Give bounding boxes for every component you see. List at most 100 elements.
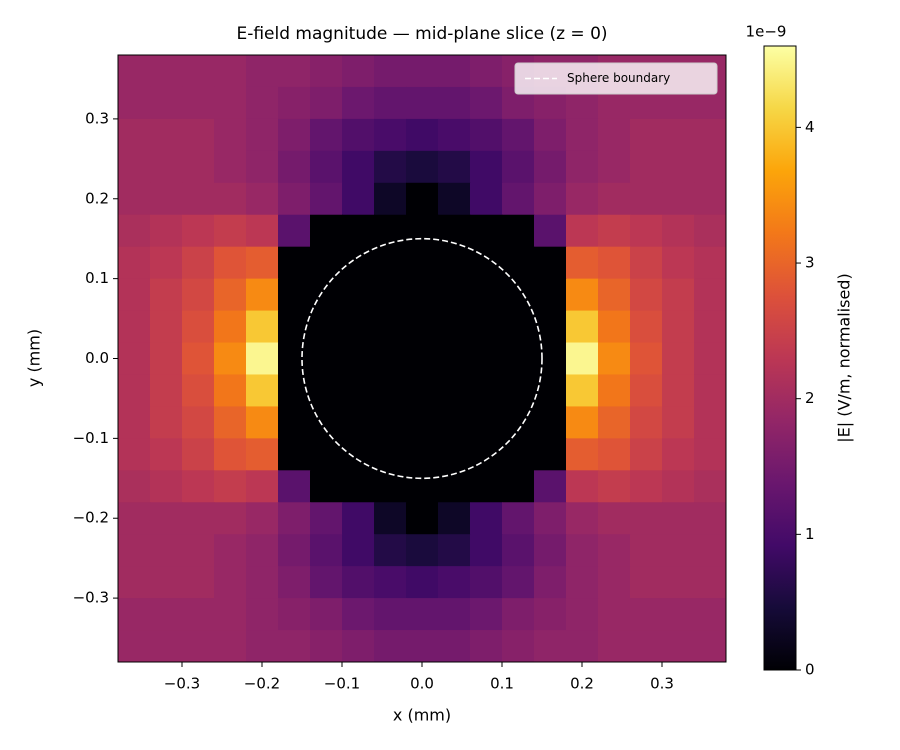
heatmap-cell (502, 502, 535, 535)
heatmap-cell (214, 406, 247, 439)
heatmap-cell (310, 86, 343, 120)
heatmap-cell (214, 118, 247, 152)
heatmap-cell (214, 342, 247, 376)
colorbar-tick-label: 0 (805, 661, 815, 679)
heatmap-cell (246, 214, 279, 248)
heatmap-cell (150, 118, 183, 152)
heatmap-cell (470, 374, 503, 408)
heatmap-cell (278, 566, 311, 599)
heatmap-cell (214, 534, 247, 567)
heatmap-cell (694, 470, 726, 503)
heatmap-cell (566, 598, 599, 631)
heatmap-cell (310, 342, 343, 376)
heatmap-cell (246, 118, 279, 152)
heatmap-cell (374, 566, 407, 599)
heatmap-cell (470, 342, 503, 376)
heatmap-cell (342, 278, 375, 312)
heatmap-cell (662, 342, 695, 376)
heatmap-cell (374, 214, 407, 248)
heatmap-cell (662, 182, 695, 216)
heatmap-cell (310, 310, 343, 344)
heatmap-cell (406, 566, 439, 599)
heatmap-cell (694, 246, 726, 280)
heatmap-cell (598, 502, 631, 535)
heatmap-cell (438, 342, 471, 376)
heatmap-cell (598, 118, 631, 152)
y-tick-label: 0.1 (85, 269, 109, 287)
heatmap-cell (374, 630, 407, 662)
heatmap-cell (470, 598, 503, 631)
heatmap-cell (278, 502, 311, 535)
x-tick-label: −0.1 (324, 675, 360, 693)
heatmap-cell (406, 598, 439, 631)
y-axis-label: y (mm) (25, 329, 44, 387)
heatmap-cell (662, 406, 695, 439)
heatmap-cell (342, 534, 375, 567)
heatmap-cell (374, 310, 407, 344)
heatmap-cell (310, 150, 343, 184)
x-tick-label: 0.0 (410, 675, 434, 693)
heatmap-cell (278, 118, 311, 152)
heatmap-cell (118, 118, 151, 152)
heatmap-cell (150, 406, 183, 439)
heatmap-cell (118, 470, 151, 503)
heatmap-cell (406, 278, 439, 312)
heatmap-cell (118, 502, 151, 535)
heatmap-cell (662, 438, 695, 471)
heatmap-cell (470, 55, 503, 88)
heatmap-cell (342, 342, 375, 376)
heatmap-cell (214, 182, 247, 216)
heatmap-cell (374, 182, 407, 216)
heatmap-cell (598, 246, 631, 280)
heatmap-cell (182, 118, 215, 152)
heatmap-cell (246, 598, 279, 631)
legend-label: Sphere boundary (567, 71, 670, 85)
heatmap-cell (150, 214, 183, 248)
heatmap-cell (694, 406, 726, 439)
heatmap-cell (118, 598, 151, 631)
heatmap-cell (182, 278, 215, 312)
heatmap-cell (502, 118, 535, 152)
heatmap-cell (502, 438, 535, 471)
heatmap-cell (438, 118, 471, 152)
heatmap-cell (118, 182, 151, 216)
heatmap-cell (534, 438, 567, 471)
heatmap-cell (694, 534, 726, 567)
heatmap-cell (374, 55, 407, 88)
heatmap-cell (118, 246, 151, 280)
heatmap-cell (534, 470, 567, 503)
sphere-boundary (301, 237, 543, 480)
heatmap-cell (310, 55, 343, 88)
heatmap-cell (438, 534, 471, 567)
heatmap-cell (278, 150, 311, 184)
heatmap-cell (214, 630, 247, 662)
y-tick-label: −0.3 (73, 589, 109, 607)
heatmap-cell (598, 342, 631, 376)
heatmap-cell (534, 374, 567, 408)
heatmap-cell (374, 246, 407, 280)
heatmap-cell (406, 406, 439, 439)
heatmap-cell (118, 534, 151, 567)
heatmap-cell (310, 566, 343, 599)
heatmap-cell (662, 566, 695, 599)
heatmap-cell (534, 406, 567, 439)
heatmap-cell (310, 470, 343, 503)
heatmap-cell (342, 566, 375, 599)
heatmap-cell (470, 150, 503, 184)
heatmap-cell (246, 310, 279, 344)
heatmap-cell (566, 118, 599, 152)
heatmap-cell (310, 630, 343, 662)
heatmap-cell (470, 278, 503, 312)
heatmap-cell (374, 374, 407, 408)
heatmap-cell (342, 470, 375, 503)
heatmap-cell (566, 470, 599, 503)
heatmap-cell (182, 598, 215, 631)
heatmap-cell (566, 214, 599, 248)
heatmap-cell (566, 630, 599, 662)
colorbar-tick-label: 3 (805, 254, 815, 272)
heatmap-cell (534, 118, 567, 152)
heatmap-cell (214, 246, 247, 280)
heatmap-cell (566, 150, 599, 184)
heatmap-cell (534, 182, 567, 216)
heatmap-cell (150, 150, 183, 184)
